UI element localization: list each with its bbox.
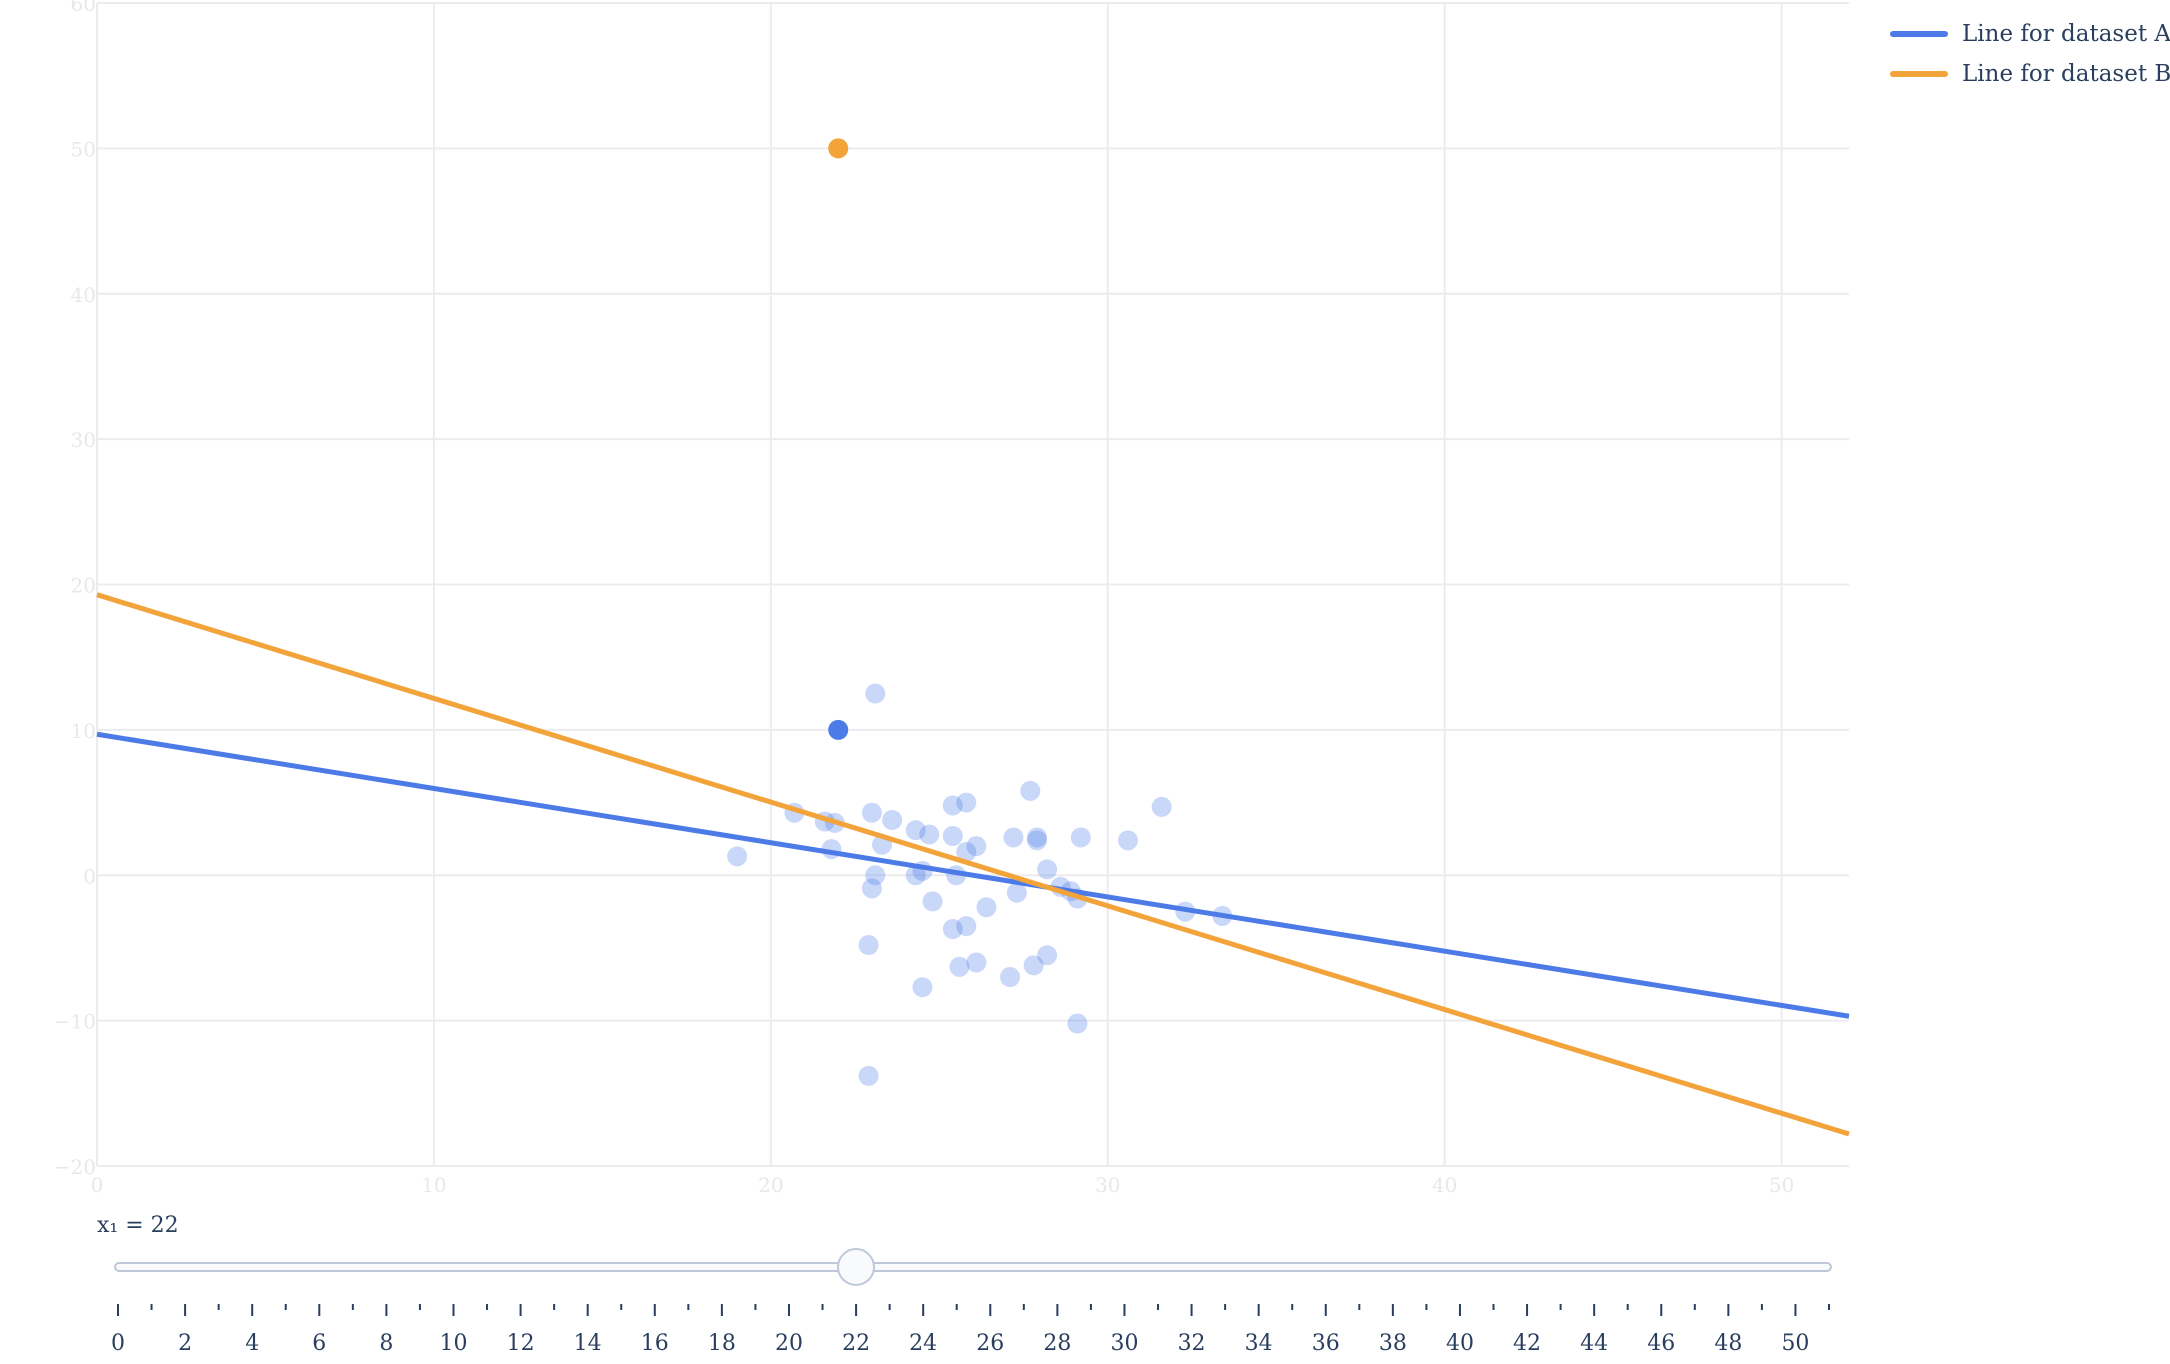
- y-tick-label: −20: [54, 1155, 96, 1179]
- slider-tick-label: 18: [708, 1331, 736, 1356]
- scatter-point: [1067, 1013, 1088, 1034]
- slider-label-prefix: x₁ =: [97, 1213, 151, 1238]
- slider-tick-label: 26: [976, 1331, 1004, 1356]
- y-tick-label: −10: [54, 1010, 96, 1034]
- scatter-point: [727, 846, 748, 867]
- slider-tick-label: 16: [641, 1331, 669, 1356]
- chart-legend: Line for dataset A Line for dataset B: [1890, 14, 2170, 94]
- slider-tick-label: 38: [1379, 1331, 1407, 1356]
- y-tick-label: 20: [71, 574, 96, 598]
- x-tick-label: 50: [1769, 1173, 1794, 1197]
- scatter-point: [905, 820, 926, 841]
- scatter-point: [861, 802, 882, 823]
- y-tick-label: 40: [71, 283, 96, 307]
- legend-swatch-a: [1890, 31, 1948, 37]
- scatter-point: [865, 683, 886, 704]
- highlight-points: [828, 138, 849, 740]
- scatter-point: [1070, 827, 1091, 848]
- x-tick-label: 30: [1095, 1173, 1120, 1197]
- scatter-point: [1000, 967, 1021, 988]
- scatter-point: [1027, 830, 1048, 851]
- scatter-point: [858, 935, 879, 956]
- scatter-point: [912, 977, 933, 998]
- slider-handle[interactable]: [837, 1248, 876, 1286]
- regression-lines: [96, 592, 1850, 1137]
- y-tick-label: 10: [71, 719, 96, 743]
- scatter-point: [966, 952, 987, 973]
- legend-item-dataset-b[interactable]: Line for dataset B: [1890, 54, 2170, 94]
- x-tick-label: 10: [421, 1173, 446, 1197]
- scatter-point: [1020, 780, 1041, 801]
- x-tick-label: 20: [758, 1173, 783, 1197]
- scatter-point: [1151, 796, 1172, 817]
- slider-tick-label: 4: [245, 1331, 259, 1356]
- slider-label-value: 22: [150, 1213, 179, 1238]
- y-tick-label: 60: [71, 0, 96, 16]
- scatter-point: [882, 810, 903, 831]
- slider-tick-label: 12: [507, 1331, 535, 1356]
- slider-tick-label: 14: [574, 1331, 602, 1356]
- slider-tick-label: 40: [1446, 1331, 1474, 1356]
- scatter-point: [1006, 882, 1027, 903]
- slider-tick-label: 34: [1245, 1331, 1273, 1356]
- scatter-point: [858, 1065, 879, 1086]
- legend-item-dataset-a[interactable]: Line for dataset A: [1890, 14, 2170, 54]
- scatter-point: [942, 795, 963, 816]
- line-dataset-a: [96, 731, 1850, 1019]
- scatter-point: [949, 956, 970, 977]
- slider-tick-label: 46: [1647, 1331, 1675, 1356]
- line-dataset-b: [96, 592, 1850, 1137]
- scatter-point: [1027, 827, 1048, 848]
- scatter-point: [1117, 830, 1138, 851]
- slider-tick-label: 32: [1178, 1331, 1206, 1356]
- scatter-point: [861, 878, 882, 899]
- scatter-point: [1003, 827, 1024, 848]
- slider-tick-label: 10: [439, 1331, 467, 1356]
- scatter-point: [956, 841, 977, 862]
- slider-tick-label: 6: [312, 1331, 326, 1356]
- x-tick-label: 0: [91, 1173, 104, 1197]
- scatter-point: [1037, 859, 1058, 880]
- scatter-point: [942, 825, 963, 846]
- scatter-point: [942, 919, 963, 940]
- scatter-point: [956, 916, 977, 937]
- scatter-point: [865, 865, 886, 886]
- slider-tick-label: 50: [1781, 1331, 1809, 1356]
- slider-current-value-label: x₁ = 22: [97, 1213, 179, 1238]
- slider-tick-label: 30: [1110, 1331, 1138, 1356]
- x-tick-label: 40: [1432, 1173, 1457, 1197]
- slider-tick-label: 2: [178, 1331, 192, 1356]
- slider-tick-label: 42: [1513, 1331, 1541, 1356]
- slider-tick-label: 36: [1312, 1331, 1340, 1356]
- axis-tick-labels: −20 −10 0 10 20 30 40 50 60 0 10 20 30 40 50: [54, 0, 1795, 1197]
- slider-tick-label: 24: [909, 1331, 937, 1356]
- slider-tick-label: 22: [842, 1331, 870, 1356]
- scatter-point: [905, 865, 926, 886]
- scatter-point: [1023, 955, 1044, 976]
- slider-rail[interactable]: [114, 1262, 1832, 1272]
- scatter-point: [1037, 945, 1058, 966]
- highlight-point-a: [828, 719, 849, 740]
- slider-tick-label: 44: [1580, 1331, 1608, 1356]
- scatter-point: [922, 891, 943, 912]
- y-tick-label: 0: [83, 864, 96, 888]
- slider-tick-label: 48: [1714, 1331, 1742, 1356]
- y-tick-label: 50: [71, 137, 96, 161]
- grid-lines: [96, 2, 1849, 1167]
- highlight-point-b: [828, 138, 849, 159]
- scatter-point: [966, 836, 987, 857]
- scatter-point: [976, 897, 997, 918]
- y-tick-label: 30: [71, 428, 96, 452]
- legend-label-b: Line for dataset B: [1962, 61, 2170, 87]
- scatter-point: [919, 824, 940, 845]
- legend-label-a: Line for dataset A: [1962, 21, 2170, 47]
- slider-tick-label: 28: [1043, 1331, 1071, 1356]
- slider-tick-label: 20: [775, 1331, 803, 1356]
- slider-tick-label: 8: [379, 1331, 393, 1356]
- legend-swatch-b: [1890, 71, 1948, 77]
- scatter-point: [956, 792, 977, 813]
- slider-tick-label: 0: [111, 1331, 125, 1356]
